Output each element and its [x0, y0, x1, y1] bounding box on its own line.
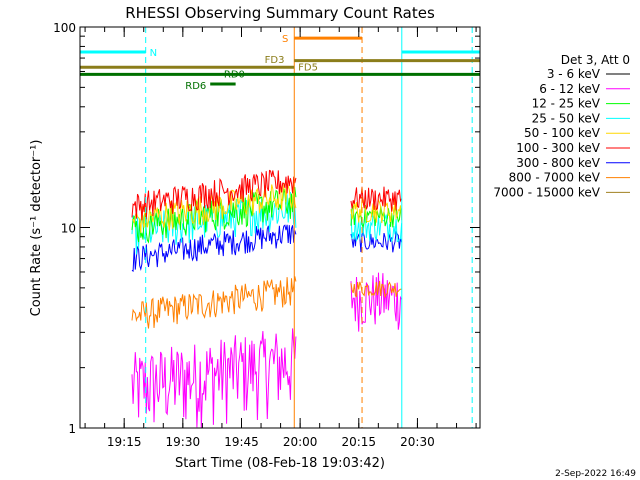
annotation-label: FD5: [298, 63, 318, 74]
series-line: [131, 276, 297, 329]
legend-label: 100 - 300 keV: [516, 141, 600, 155]
series-line: [350, 186, 403, 212]
footer-date: 2-Sep-2022 16:49: [555, 469, 636, 479]
x-tick-label: 20:00: [283, 435, 318, 449]
legend-label: 12 - 25 keV: [532, 97, 601, 111]
legend-title: Det 3, Att 0: [561, 53, 630, 67]
legend-label: 7000 - 15000 keV: [493, 185, 600, 199]
annotation-label: S: [282, 34, 288, 45]
y-tick-label: 1: [68, 422, 76, 436]
x-tick-label: 20:30: [400, 435, 435, 449]
x-tick-label: 19:15: [107, 435, 142, 449]
legend-label: 300 - 800 keV: [516, 156, 600, 170]
annotation-label: RD0: [224, 69, 245, 80]
x-tick-label: 19:30: [166, 435, 201, 449]
legend-label: 800 - 7000 keV: [509, 171, 601, 185]
series-line: [131, 181, 297, 233]
annotation-label: N: [150, 48, 157, 59]
series-line: [131, 328, 297, 429]
legend-label: 3 - 6 keV: [547, 67, 601, 81]
legend-label: 25 - 50 keV: [532, 111, 601, 125]
y-tick-label: 100: [53, 21, 76, 35]
series-line: [350, 280, 402, 299]
series-line: [350, 272, 403, 332]
chart-title: RHESSI Observing Summary Count Rates: [125, 4, 435, 22]
annotation-label: FD3: [265, 55, 285, 66]
axis-layer: 1 10 100 19:15 19:30 19:45 20:00 20:15 20:30: [53, 21, 480, 449]
x-tick-label: 19:45: [224, 435, 259, 449]
series-line: [131, 169, 297, 221]
series-line: [350, 213, 403, 243]
legend-label: 50 - 100 keV: [524, 126, 601, 140]
x-tick-label: 20:15: [341, 435, 376, 449]
series-line: [350, 198, 403, 224]
y-axis-label: Count Rate (s⁻¹ detector⁻¹): [29, 140, 44, 317]
legend-label: 6 - 12 keV: [539, 82, 601, 96]
y-tick-label: 10: [61, 222, 76, 236]
annotation-label: RD6: [185, 81, 206, 92]
series-line: [131, 224, 297, 273]
x-axis-label: Start Time (08-Feb-18 19:03:42): [175, 456, 385, 471]
plot-area: [131, 169, 403, 429]
series-line: [350, 230, 403, 253]
